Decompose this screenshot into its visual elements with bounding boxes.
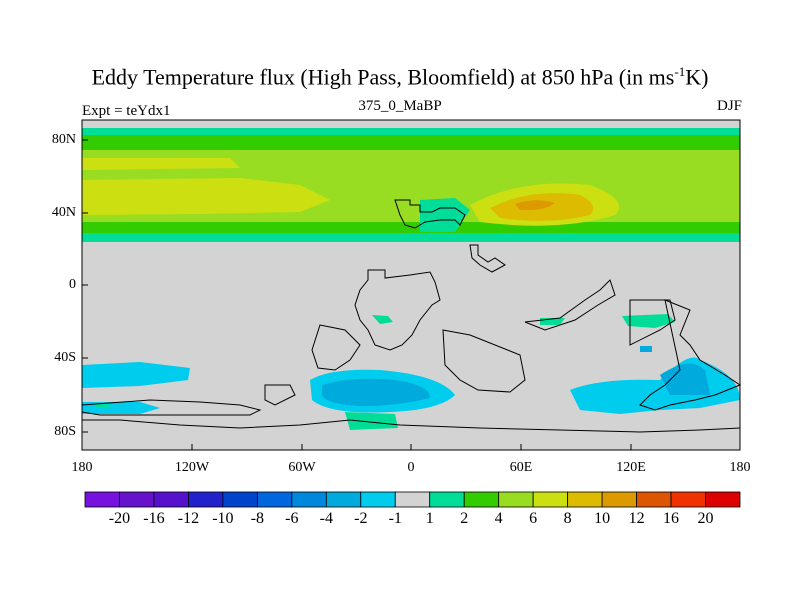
lon-label-180e: 180	[729, 460, 751, 475]
colorbar-swatch	[705, 491, 741, 508]
band-north-6-nw	[82, 158, 240, 170]
colorbar-swatch	[532, 491, 569, 508]
colorbar-label: 6	[529, 510, 538, 527]
small-blue-patch	[640, 346, 652, 352]
experiment-label: Expt = teYdx1	[82, 103, 171, 119]
lon-label-180w: 180	[71, 460, 93, 475]
south-patch-indian-core	[660, 363, 710, 395]
tropical-green-africa	[372, 315, 393, 324]
lat-label-80s: 80S	[54, 424, 76, 439]
colorbar-swatch	[256, 491, 293, 508]
colorbar-swatch	[670, 491, 706, 508]
colorbar-swatch	[463, 491, 500, 508]
lon-label-120w: 120W	[174, 460, 210, 475]
south-patch-1	[82, 362, 190, 388]
colorbar-swatch	[429, 491, 465, 508]
colorbar-swatch	[325, 491, 362, 508]
south-green-1	[95, 404, 110, 408]
colorbar-swatch	[291, 491, 327, 508]
colorbar-swatch	[360, 491, 396, 508]
colorbar-label: 4	[494, 510, 503, 527]
axis-ticks	[81, 139, 741, 450]
colorbar-label: 16	[663, 510, 680, 527]
lon-label-60w: 60W	[288, 460, 316, 475]
colorbar-swatch	[84, 491, 120, 508]
colorbar-label: 10	[594, 510, 611, 527]
lat-label-40n: 40N	[51, 205, 76, 220]
lat-label-40s: 40S	[54, 350, 76, 365]
lon-label-60e: 60E	[509, 460, 533, 475]
colorbar-swatch	[222, 491, 258, 508]
lon-label-0: 0	[407, 460, 415, 475]
tropical-green-east	[622, 314, 675, 328]
colorbar-swatch	[498, 491, 534, 508]
chart-title: Eddy Temperature flux (High Pass, Bloomf…	[91, 64, 709, 90]
colorbar-label: -1	[388, 510, 402, 527]
colorbar-label: 20	[697, 510, 714, 527]
lat-label-0: 0	[69, 277, 76, 292]
colorbar-swatch	[636, 491, 672, 508]
band-north-10	[515, 200, 555, 211]
lon-label-120e: 120E	[616, 460, 646, 475]
colorbar-swatch	[394, 491, 431, 508]
colorbar-swatch	[188, 491, 224, 508]
colorbar-label: -6	[285, 510, 299, 527]
south-green-atlantic	[345, 412, 398, 430]
colorbar-label: 8	[563, 510, 572, 527]
colorbar-label: 2	[460, 510, 469, 527]
colorbar-label: -2	[354, 510, 368, 527]
colorbar-label: 12	[628, 510, 645, 527]
colorbar-swatch	[153, 491, 189, 508]
colorbar-label: 1	[425, 510, 434, 527]
band-north-6-west	[82, 178, 330, 215]
colorbar-label: -8	[250, 510, 265, 527]
colorbar-label: -12	[177, 510, 200, 527]
colorbar-swatch	[567, 491, 603, 508]
season-label: DJF	[716, 98, 742, 114]
colorbar-swatch	[119, 491, 155, 508]
colorbar-label: -10	[212, 510, 234, 527]
colorbar-label: -16	[143, 510, 165, 527]
colorbar-label: -20	[108, 510, 131, 527]
coastlines	[81, 199, 742, 433]
south-patch-atlantic-core	[322, 378, 430, 406]
colorbar-swatch	[601, 491, 637, 508]
lat-label-80n: 80N	[51, 132, 76, 147]
band-mediterranean	[420, 198, 470, 232]
colorbar-label: -4	[319, 510, 333, 527]
period-label: 375_0_MaBP	[358, 98, 442, 114]
